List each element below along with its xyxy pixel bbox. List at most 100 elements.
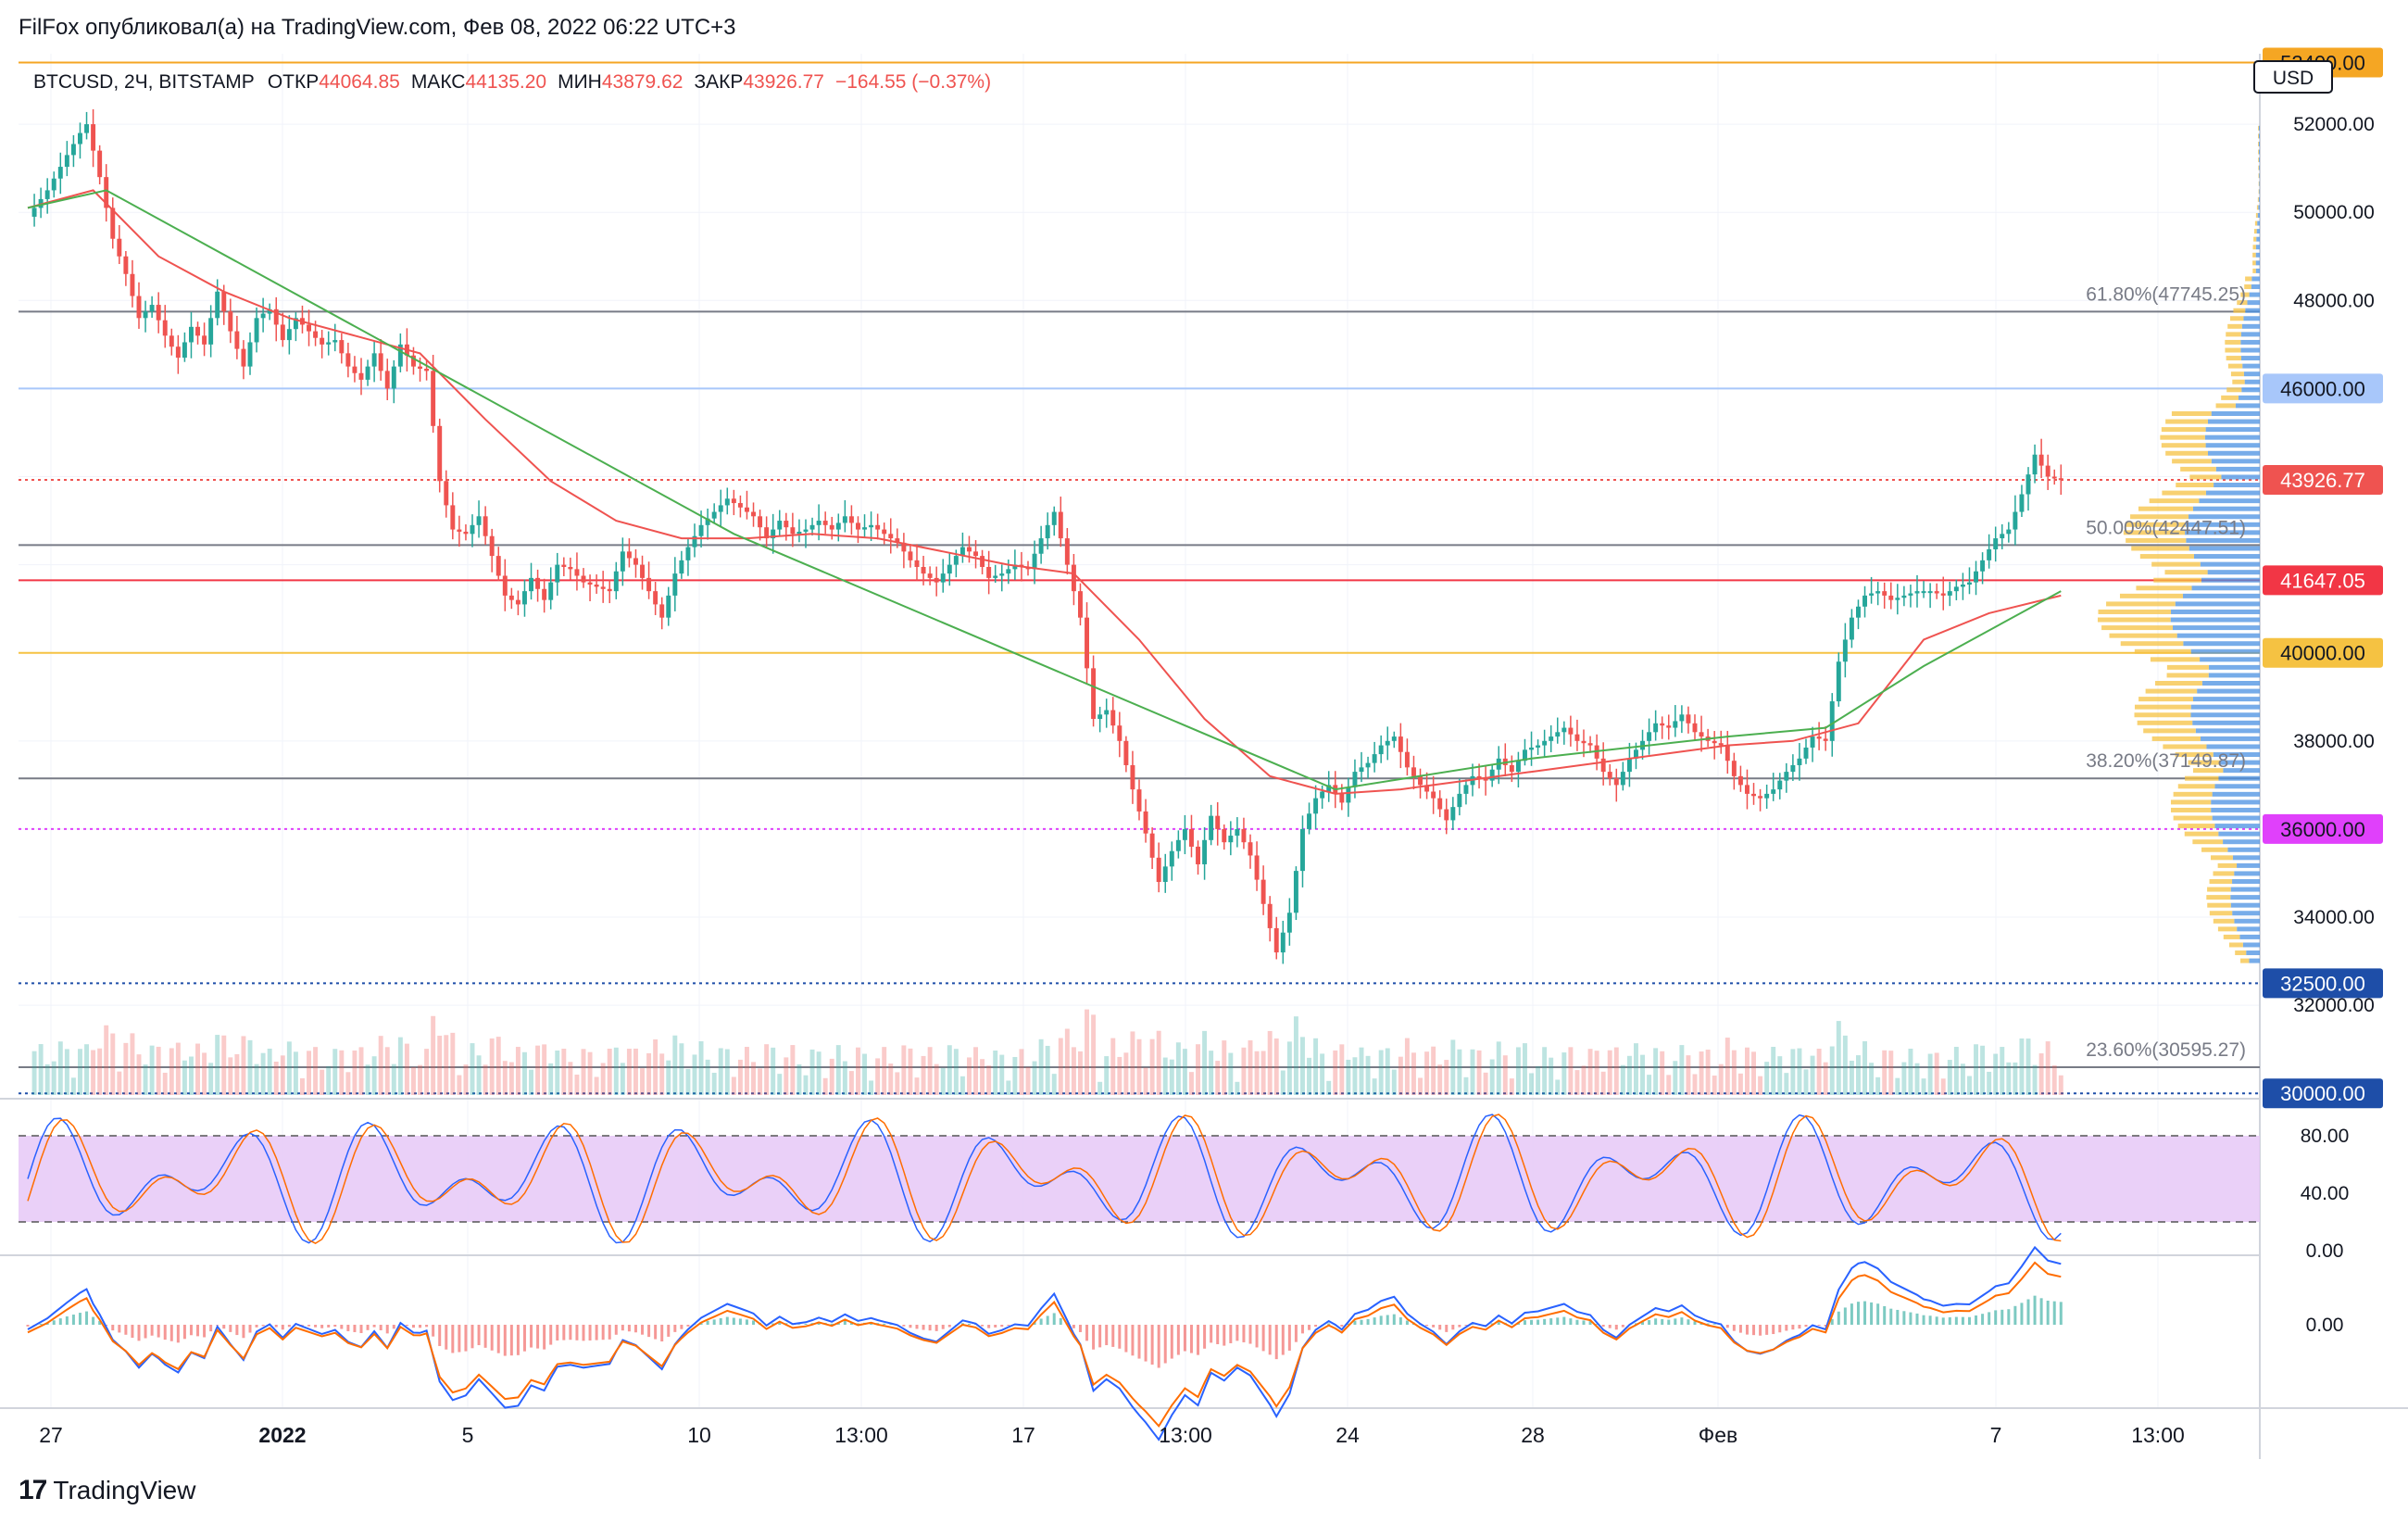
candle-body: [97, 150, 103, 178]
macd-histogram-bar: [346, 1325, 350, 1331]
candle-body: [856, 522, 860, 530]
macd-histogram-bar: [92, 1316, 95, 1325]
candle-body: [1745, 785, 1750, 794]
volume-bar: [1869, 1063, 1875, 1095]
profile-bar-down: [2207, 902, 2231, 908]
profile-bar-down: [2139, 554, 2194, 560]
fib-labels: 61.80%(47745.25) 50.00%(42447.51) 38.20%(3…: [2086, 283, 2246, 1061]
candle-body: [581, 575, 586, 583]
macd-histogram-bar: [1340, 1325, 1344, 1327]
profile-bar-up: [2258, 149, 2260, 155]
macd-histogram-bar: [235, 1325, 239, 1336]
macd-histogram-bar: [1059, 1317, 1062, 1325]
profile-bar-down: [2134, 648, 2191, 654]
volume-bar: [522, 1051, 527, 1095]
volume-bar: [123, 1042, 129, 1095]
y-tick-label: 32000.00: [2293, 995, 2375, 1016]
profile-bar-up: [2256, 229, 2260, 234]
macd-histogram-bar: [490, 1325, 494, 1351]
candle-body: [358, 372, 364, 380]
profile-bar-up: [2235, 403, 2260, 409]
profile-bar-up: [2201, 681, 2260, 686]
profile-bar-up: [2234, 871, 2260, 876]
macd-histogram-bar: [562, 1325, 566, 1340]
candle-body: [1051, 511, 1057, 525]
macd-histogram-bar: [569, 1325, 572, 1340]
candle-body: [607, 588, 612, 592]
profile-bar-down: [2176, 483, 2214, 488]
macd-histogram-bar: [340, 1325, 344, 1329]
macd-histogram-bar: [509, 1325, 513, 1356]
profile-bar-up: [2255, 260, 2260, 266]
macd-histogram-bar: [601, 1325, 605, 1340]
profile-bar-up: [2218, 775, 2260, 781]
macd-histogram-bar: [118, 1325, 121, 1333]
profile-bar-down: [2119, 593, 2183, 598]
profile-bar-up: [2211, 807, 2260, 812]
profile-bar-down: [2206, 895, 2231, 900]
price-chart[interactable]: 61.80%(47745.25) 50.00%(42447.51) 38.20%(3…: [0, 46, 2408, 1473]
profile-bar-up: [2215, 466, 2260, 472]
volume-bar: [1555, 1079, 1561, 1095]
volume-bar: [1856, 1055, 1861, 1095]
volume-bar: [1797, 1048, 1802, 1095]
candle-body: [999, 573, 1005, 576]
candle-body: [613, 571, 619, 592]
macd-histogram-bar: [817, 1322, 821, 1325]
macd-histogram-bar: [1909, 1312, 1913, 1325]
macd-histogram-bar: [1549, 1318, 1553, 1325]
candle-body: [1974, 571, 1978, 583]
volume-bar: [1914, 1063, 1920, 1095]
macd-histogram-bar: [333, 1325, 337, 1328]
tradingview-logo[interactable]: 17 TradingView: [19, 1475, 195, 1506]
candle-body: [371, 353, 377, 367]
price-axis[interactable]: 52000.00 50000.00 48000.00 38000.00 34000.00…: [2263, 47, 2383, 1109]
price-label-text: 43926.77: [2280, 469, 2365, 492]
macd-histogram-bar: [1915, 1313, 1919, 1325]
macd-histogram-bar: [1255, 1325, 1259, 1348]
volume-bar: [84, 1044, 89, 1095]
candle-body: [921, 566, 926, 574]
profile-bar-up: [2251, 276, 2260, 282]
macd-histogram-bar: [26, 1325, 30, 1327]
macd-histogram-bar: [1111, 1325, 1115, 1347]
volume-bar: [1012, 1056, 1018, 1095]
volume-bar: [594, 1076, 599, 1095]
macd-histogram-bar: [1582, 1320, 1586, 1325]
volume-bar: [1745, 1047, 1750, 1095]
candle-body: [737, 503, 743, 508]
macd-histogram-bar: [1562, 1316, 1566, 1325]
profile-bar-up: [2238, 395, 2260, 400]
candle-body: [1849, 617, 1854, 640]
volume-bar: [502, 1061, 508, 1095]
volume-bar: [247, 1039, 253, 1095]
macd-histogram-bar: [300, 1325, 304, 1326]
candle-body: [803, 529, 809, 532]
candle-body: [1914, 591, 1920, 594]
candle-body: [104, 177, 109, 208]
candle-body: [1731, 761, 1737, 776]
macd-histogram-bar: [242, 1325, 245, 1339]
volume-bar: [241, 1036, 246, 1095]
macd-histogram-bar: [483, 1325, 487, 1348]
macd-histogram-bar: [1896, 1309, 1900, 1325]
volume-bar: [1085, 1009, 1089, 1095]
currency-badge[interactable]: USD: [2253, 60, 2333, 94]
profile-bar-up: [2234, 918, 2260, 924]
macd-histogram-bar: [633, 1325, 637, 1333]
macd-histogram-bar: [725, 1316, 729, 1325]
time-axis[interactable]: 27 2022 5 10 13:00 17 13:00 24 28 Фев 7 13:00: [39, 1423, 2185, 1447]
volume-bar: [600, 1063, 606, 1095]
profile-bar-down: [2213, 871, 2235, 876]
volume-bar: [38, 1044, 44, 1095]
macd-tick-label: 0.00: [2306, 1315, 2344, 1336]
candle-body: [1463, 785, 1469, 794]
candle-body: [397, 344, 403, 367]
macd-histogram-bar: [647, 1325, 651, 1338]
volume-bar: [653, 1039, 658, 1095]
candle-body: [882, 529, 887, 535]
volume-bar: [542, 1044, 547, 1095]
profile-bar-down: [2227, 323, 2242, 329]
ma2-line: [27, 189, 2062, 791]
